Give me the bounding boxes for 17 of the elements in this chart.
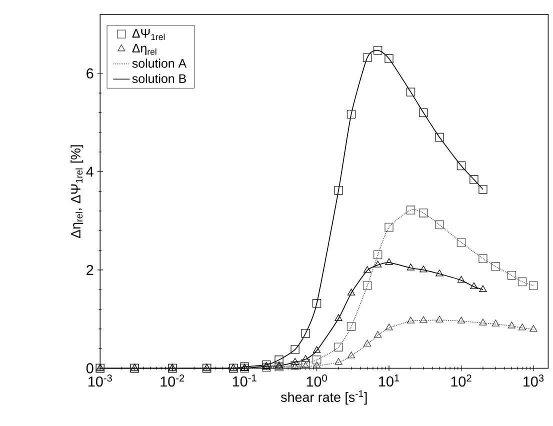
x-tick-label: 10$^{0}$ — [306, 374, 327, 387]
x-tick-label: 10$^{3}$ — [524, 374, 544, 387]
y-tick-label: 4 — [86, 166, 94, 177]
x-tick-label: 10$^{-3}$ — [88, 374, 112, 387]
x-axis-title: shear rate [s$^{-1}$] — [280, 390, 367, 405]
x-tick-label: 10$^{-2}$ — [160, 374, 184, 387]
x-tick-label: 10$^{-1}$ — [232, 374, 256, 387]
legend-label: solution A — [132, 58, 187, 68]
x-tick-label: 10$^{1}$ — [379, 374, 400, 387]
y-tick-label: 2 — [86, 264, 94, 276]
legend-label: Δη$_{rel}$ — [132, 44, 156, 56]
y-axis-title: Δη$_{rel}$, ΔΨ$_{1rel}$ [%] — [70, 145, 84, 238]
legend-label: solution B — [132, 74, 186, 84]
legend-label: ΔΨ$_{1rel}$ — [132, 29, 165, 40]
y-tick-label: 6 — [86, 68, 94, 79]
y-tick-label: 0 — [86, 363, 94, 374]
x-tick-label: 10$^{2}$ — [451, 374, 472, 387]
